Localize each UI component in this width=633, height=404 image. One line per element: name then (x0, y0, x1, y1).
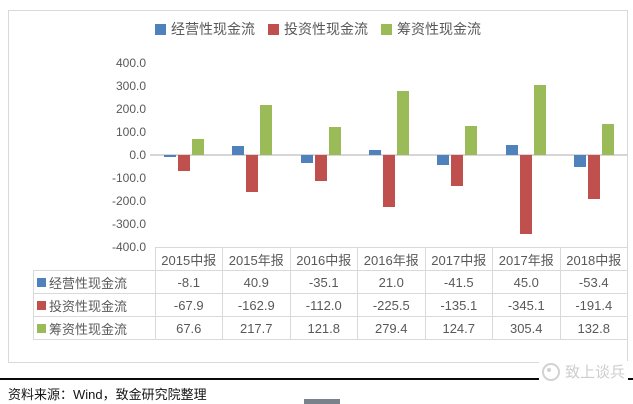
watermark-text: 致上谈兵 (564, 364, 625, 381)
table-value-cell: -191.4 (559, 293, 628, 317)
bar-筹资性现金流-2017中报 (465, 126, 478, 155)
bar-筹资性现金流-2015中报 (192, 139, 205, 155)
bar-经营性现金流-2015年报 (232, 145, 245, 155)
table-row-label: 投资性现金流 (33, 293, 156, 317)
table-value-cell: -67.9 (154, 293, 223, 317)
bar-投资性现金流-2016年报 (383, 155, 395, 207)
yaxis-tick-label: -100.0 (111, 171, 146, 185)
series-name: 筹资性现金流 (49, 321, 128, 337)
bar-筹资性现金流-2015年报 (260, 104, 273, 155)
table-corner-cell (33, 247, 156, 271)
yaxis-tick-label: 200.0 (115, 102, 146, 116)
watermark: 致上谈兵 (538, 361, 628, 382)
chart-legend: 经营性现金流 投资性现金流 筹资性现金流 (8, 20, 628, 38)
table-row-2: 筹资性现金流 67.6 217.7 121.8 279.4 124.7 305.4 132.8 (33, 316, 628, 340)
table-row-label: 筹资性现金流 (33, 316, 156, 340)
table-value-cell: 132.8 (559, 316, 628, 340)
table-value-cell: 40.9 (222, 270, 291, 294)
table-column-header: 2017中报 (424, 247, 493, 271)
series-name: 投资性现金流 (49, 298, 128, 314)
table-value-cell: 124.7 (424, 316, 493, 340)
yaxis-tick-label: 300.0 (115, 79, 146, 93)
bar-经营性现金流-2017年报 (505, 144, 518, 155)
bar-投资性现金流-2015中报 (178, 155, 191, 171)
series-name: 经营性现金流 (49, 275, 128, 291)
bar-投资性现金流-2017年报 (519, 155, 532, 235)
yaxis-tick-label: 100.0 (115, 125, 146, 139)
series-key-swatch-icon (37, 323, 46, 333)
table-row-0: 经营性现金流 -8.1 40.9 -35.1 21.0 -41.5 45.0 -53.4 (33, 270, 628, 294)
yaxis-tick-label: -200.0 (111, 194, 146, 208)
table-value-cell: 21.0 (357, 270, 426, 294)
bar-经营性现金流-2017中报 (437, 155, 450, 165)
legend-item-0: 经营性现金流 (155, 19, 255, 39)
table-value-cell: 279.4 (357, 316, 426, 340)
bar-投资性现金流-2018中报 (587, 155, 600, 200)
table-value-cell: -162.9 (222, 293, 291, 317)
series-key-swatch-icon (37, 300, 46, 310)
yaxis-tick-label: 400.0 (115, 56, 146, 70)
table-value-cell: 67.6 (154, 316, 223, 340)
bar-投资性现金流-2015年报 (246, 155, 259, 193)
table-column-header: 2015年报 (222, 247, 291, 271)
series-key-swatch-icon (37, 277, 46, 287)
watermark-logo-icon (541, 362, 560, 381)
table-value-cell: -53.4 (559, 270, 628, 294)
table-row-1: 投资性现金流 -67.9 -162.9 -112.0 -225.5 -135.1 -345.… (33, 293, 628, 317)
bar-筹资性现金流-2017年报 (533, 84, 546, 155)
legend-label: 筹资性现金流 (397, 21, 481, 37)
table-value-cell: -135.1 (424, 293, 493, 317)
table-value-cell: -345.1 (492, 293, 561, 317)
table-value-cell: 45.0 (492, 270, 561, 294)
table-value-cell: -35.1 (289, 270, 358, 294)
bar-经营性现金流-2015中报 (164, 155, 177, 157)
bar-经营性现金流-2016中报 (300, 155, 313, 164)
yaxis-tick-label: -300.0 (111, 217, 146, 231)
legend-item-2: 筹资性现金流 (381, 19, 481, 39)
legend-swatch-icon (381, 23, 392, 35)
bar-投资性现金流-2017中报 (451, 155, 464, 187)
yaxis-tick-label: 0.0 (129, 148, 146, 162)
legend-label: 经营性现金流 (171, 21, 255, 37)
legend-label: 投资性现金流 (284, 21, 368, 37)
table-value-cell: 121.8 (289, 316, 358, 340)
table-value-cell: -41.5 (424, 270, 493, 294)
table-column-header: 2016中报 (289, 247, 358, 271)
chart-data-table: 2015中报 2015年报 2016中报 2016年报 2017中报 2017年报 2018… (33, 247, 628, 340)
bottom-partial-element (304, 399, 340, 404)
table-row-label: 经营性现金流 (33, 270, 156, 294)
table-value-cell: 217.7 (222, 316, 291, 340)
footer-divider (0, 378, 633, 380)
bar-筹资性现金流-2016中报 (328, 126, 341, 155)
table-value-cell: 305.4 (492, 316, 561, 340)
table-column-header: 2017年报 (492, 247, 561, 271)
legend-swatch-icon (268, 23, 279, 35)
source-attribution: 资料来源：Wind，致金研究院整理 (8, 387, 207, 402)
bar-经营性现金流-2016年报 (369, 150, 381, 155)
bar-投资性现金流-2016中报 (314, 155, 327, 181)
legend-item-1: 投资性现金流 (268, 19, 368, 39)
table-column-header: 2016年报 (357, 247, 426, 271)
table-column-header: 2018中报 (559, 247, 628, 271)
bar-筹资性现金流-2016年报 (397, 90, 409, 155)
bar-筹资性现金流-2018中报 (601, 124, 614, 155)
table-column-header: 2015中报 (154, 247, 223, 271)
legend-swatch-icon (155, 23, 166, 35)
table-value-cell: -225.5 (357, 293, 426, 317)
table-value-cell: -8.1 (154, 270, 223, 294)
table-header-row: 2015中报 2015年报 2016中报 2016年报 2017中报 2017年报 2018… (33, 247, 628, 271)
table-value-cell: -112.0 (289, 293, 358, 317)
bar-经营性现金流-2018中报 (573, 155, 586, 168)
